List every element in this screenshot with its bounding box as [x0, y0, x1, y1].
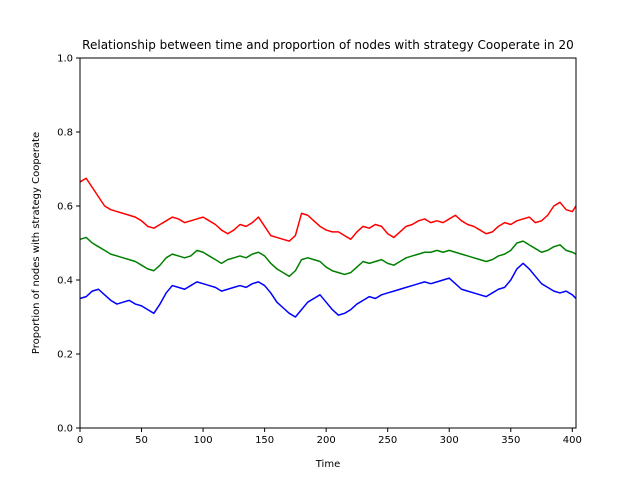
- x-axis: 0 50 100 150 200 250 300 350 400: [77, 428, 582, 446]
- plot-area: [79, 57, 577, 429]
- y-tick-label-3: 0.6: [57, 202, 73, 213]
- x-tick-label-0: 0: [77, 435, 83, 446]
- y-axis-label: Proportion of nodes with strategy Cooper…: [31, 132, 42, 354]
- y-tick-label-2: 0.4: [57, 276, 73, 287]
- x-tick-label-5: 250: [378, 435, 397, 446]
- x-tick-label-3: 150: [255, 435, 274, 446]
- chart-title: Relationship between time and proportion…: [82, 38, 574, 52]
- x-tick-label-1: 50: [135, 435, 148, 446]
- x-tick-label-7: 350: [501, 435, 520, 446]
- x-axis-label: Time: [315, 459, 340, 470]
- series-line-2: [79, 236, 577, 278]
- y-tick-label-0: 0.0: [57, 424, 73, 435]
- x-tick-label-4: 200: [317, 435, 336, 446]
- x-tick-label-8: 400: [563, 435, 582, 446]
- series-line-3: [79, 262, 577, 318]
- plot-border: [79, 57, 577, 429]
- plot-frame: [80, 58, 576, 428]
- series-line-1: [79, 177, 577, 242]
- series-layer: [79, 177, 577, 318]
- y-tick-label-5: 1.0: [57, 54, 73, 65]
- x-tick-label-6: 300: [440, 435, 459, 446]
- y-tick-label-4: 0.8: [57, 128, 73, 139]
- y-axis: 0.0 0.2 0.4 0.6 0.8 1.0: [57, 54, 80, 435]
- y-tick-label-1: 0.2: [57, 350, 73, 361]
- x-tick-label-2: 100: [194, 435, 213, 446]
